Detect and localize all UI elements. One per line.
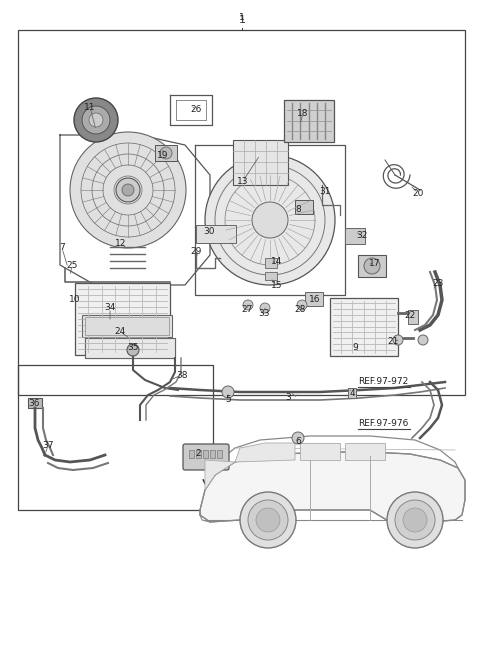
- Bar: [358, 255, 386, 277]
- Text: 11: 11: [84, 102, 96, 111]
- Circle shape: [260, 303, 270, 313]
- Text: 32: 32: [356, 231, 368, 240]
- Polygon shape: [205, 460, 235, 490]
- Circle shape: [116, 178, 140, 202]
- Circle shape: [74, 98, 118, 142]
- Text: 33: 33: [258, 309, 270, 318]
- Text: 25: 25: [66, 261, 78, 269]
- Text: 26: 26: [190, 105, 202, 115]
- Circle shape: [403, 508, 427, 532]
- Text: 34: 34: [104, 303, 116, 312]
- Bar: [233, 140, 288, 185]
- Bar: [217, 450, 222, 458]
- Polygon shape: [300, 443, 340, 460]
- Bar: [265, 272, 277, 280]
- Circle shape: [82, 106, 110, 134]
- Bar: [18, 365, 213, 510]
- Text: 5: 5: [225, 396, 231, 405]
- Bar: [330, 298, 398, 356]
- Text: 19: 19: [157, 151, 169, 160]
- FancyBboxPatch shape: [183, 444, 229, 470]
- Circle shape: [160, 147, 172, 159]
- Text: 29: 29: [190, 248, 202, 257]
- Polygon shape: [200, 452, 465, 522]
- Text: 1: 1: [239, 15, 245, 25]
- Text: 22: 22: [404, 312, 416, 320]
- Bar: [196, 450, 201, 458]
- Bar: [18, 30, 465, 395]
- Text: 35: 35: [127, 343, 139, 352]
- Bar: [210, 450, 215, 458]
- Text: 28: 28: [294, 305, 306, 314]
- Bar: [155, 145, 177, 161]
- Text: 21: 21: [387, 337, 399, 346]
- Text: 2: 2: [195, 449, 201, 457]
- Text: 24: 24: [114, 328, 126, 337]
- Text: 8: 8: [295, 204, 301, 214]
- Text: 27: 27: [241, 305, 252, 314]
- Bar: [85, 317, 169, 335]
- Text: 17: 17: [369, 259, 381, 267]
- Text: 18: 18: [297, 109, 309, 117]
- Circle shape: [364, 258, 380, 274]
- Bar: [284, 100, 334, 142]
- Text: 30: 30: [203, 227, 215, 236]
- Text: 15: 15: [271, 280, 283, 290]
- Text: 31: 31: [319, 187, 331, 196]
- Circle shape: [243, 300, 253, 310]
- Polygon shape: [235, 443, 295, 462]
- Bar: [295, 200, 313, 214]
- Bar: [189, 450, 194, 458]
- Text: 9: 9: [352, 343, 358, 352]
- Text: 7: 7: [59, 244, 65, 252]
- Text: 37: 37: [42, 441, 54, 449]
- Circle shape: [387, 492, 443, 548]
- Circle shape: [252, 202, 288, 238]
- Text: 36: 36: [28, 398, 40, 407]
- Text: 3: 3: [285, 394, 291, 403]
- Text: 16: 16: [309, 295, 321, 305]
- Text: 20: 20: [412, 189, 424, 198]
- Bar: [408, 310, 418, 324]
- Bar: [345, 228, 365, 244]
- Bar: [196, 225, 236, 243]
- Circle shape: [418, 335, 428, 345]
- Bar: [82, 315, 172, 337]
- Bar: [305, 292, 323, 306]
- Text: REF.97-976: REF.97-976: [358, 419, 408, 428]
- Text: REF.97-972: REF.97-972: [358, 377, 408, 386]
- Circle shape: [205, 155, 335, 285]
- Circle shape: [393, 335, 403, 345]
- Bar: [75, 283, 170, 355]
- Circle shape: [297, 300, 307, 310]
- Circle shape: [89, 113, 103, 127]
- Text: 12: 12: [115, 238, 127, 248]
- Polygon shape: [345, 443, 385, 460]
- Circle shape: [256, 508, 280, 532]
- Bar: [203, 450, 208, 458]
- Circle shape: [222, 386, 234, 398]
- Text: 4: 4: [349, 388, 355, 398]
- Bar: [348, 388, 356, 398]
- Circle shape: [127, 344, 139, 356]
- Circle shape: [395, 500, 435, 540]
- Text: 10: 10: [69, 295, 81, 303]
- Text: 13: 13: [237, 176, 249, 185]
- Text: 38: 38: [176, 371, 188, 379]
- Text: 23: 23: [432, 280, 444, 288]
- Circle shape: [292, 432, 304, 444]
- Bar: [85, 338, 175, 358]
- Circle shape: [122, 184, 134, 196]
- Circle shape: [248, 500, 288, 540]
- Bar: [265, 258, 277, 268]
- Text: 14: 14: [271, 257, 283, 267]
- Text: 6: 6: [295, 436, 301, 445]
- Circle shape: [70, 132, 186, 248]
- Circle shape: [240, 492, 296, 548]
- Bar: [28, 398, 42, 408]
- Text: 1: 1: [239, 14, 245, 22]
